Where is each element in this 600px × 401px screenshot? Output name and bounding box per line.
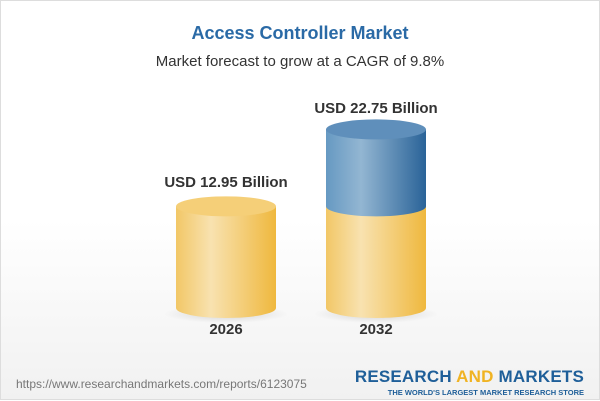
data-label-2026: USD 12.95 Billion	[164, 174, 287, 191]
chart-title: Access Controller Market	[191, 23, 409, 43]
bar-base-segment-2032	[326, 206, 426, 318]
bar-2026	[176, 206, 276, 318]
source-url[interactable]: https://www.researchandmarkets.com/repor…	[16, 377, 307, 391]
logo-word: RESEARCH	[354, 367, 452, 386]
research-and-markets-logo: RESEARCH AND MARKETS THE WORLD'S LARGEST…	[355, 367, 584, 397]
bar-top-2026	[176, 196, 276, 217]
bar-growth-segment-2032	[326, 129, 426, 217]
chart-subtitle: Market forecast to grow at a CAGR of 9.8…	[155, 53, 445, 70]
x-tick-2032: 2032	[359, 321, 392, 338]
bar-top-2032	[326, 119, 426, 140]
x-tick-2026: 2026	[209, 321, 242, 338]
data-label-2032: USD 22.75 Billion	[314, 100, 437, 117]
logo-word: MARKETS	[498, 367, 584, 386]
logo-word: AND	[456, 367, 494, 386]
logo-tagline: THE WORLD'S LARGEST MARKET RESEARCH STOR…	[387, 388, 584, 397]
